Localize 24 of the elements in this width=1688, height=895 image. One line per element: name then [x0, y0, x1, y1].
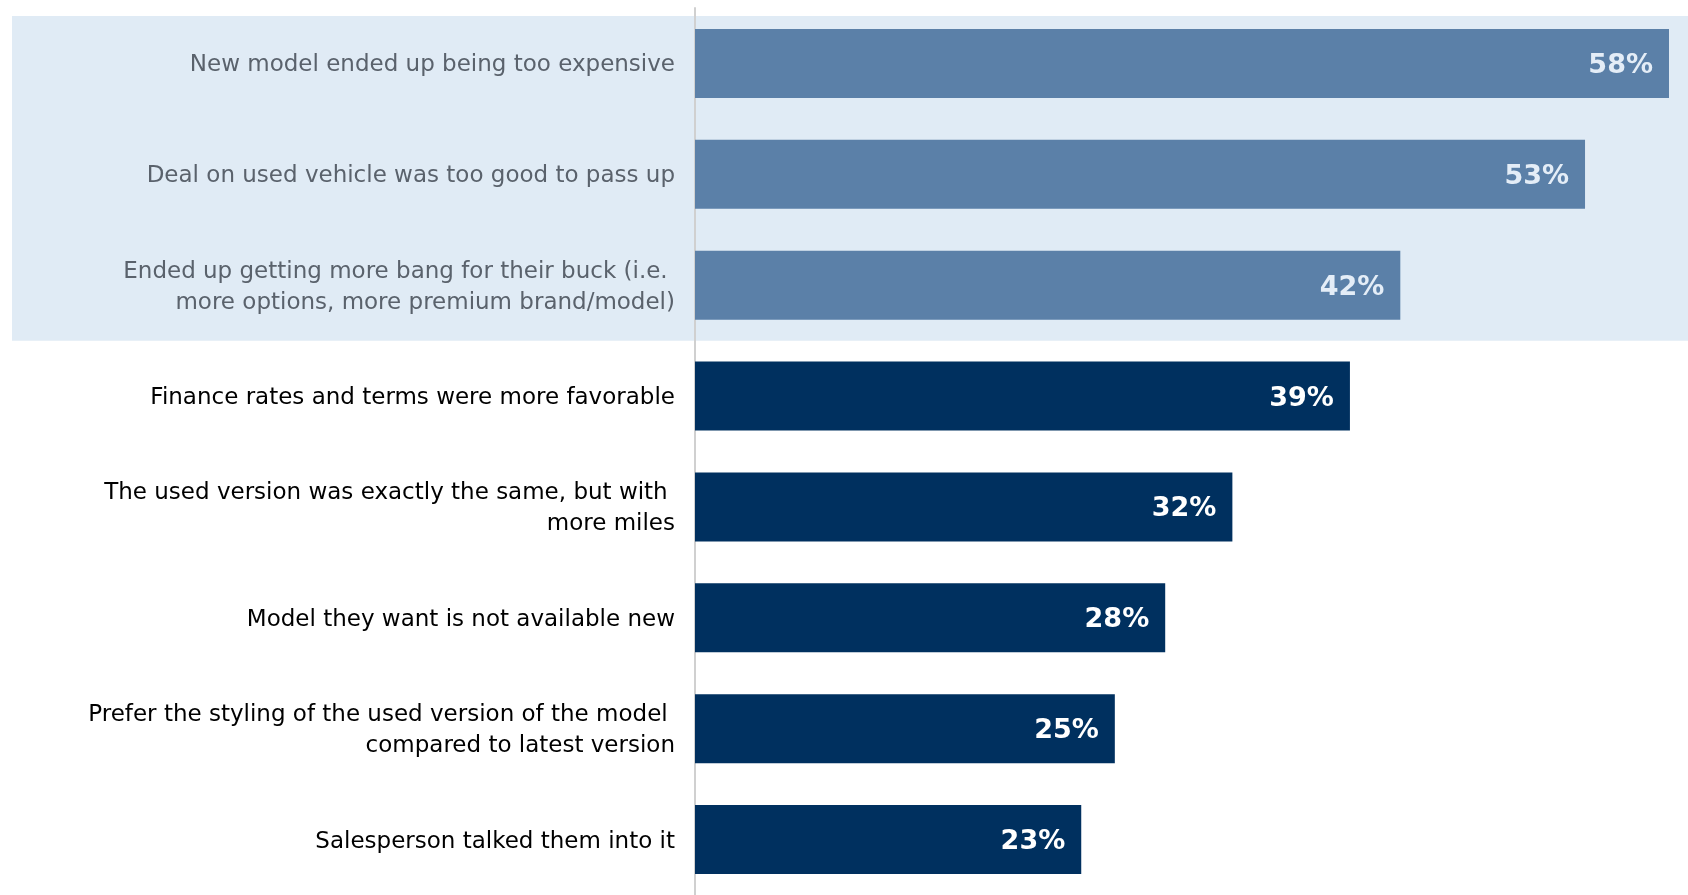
- data-label: 42%: [1319, 269, 1385, 301]
- bar: [695, 472, 1233, 542]
- y-tick-label: The used version was exactly the same, but with more miles: [103, 478, 675, 536]
- bar: [695, 28, 1669, 98]
- data-label: 39%: [1269, 380, 1334, 412]
- y-tick-label: Finance rates and terms were more favorable: [150, 383, 675, 410]
- data-label: 28%: [1084, 602, 1150, 634]
- data-label: 32%: [1151, 491, 1217, 523]
- bar: [695, 805, 1082, 875]
- data-label: 53%: [1504, 158, 1570, 190]
- data-label: 25%: [1034, 713, 1099, 745]
- y-tick-label: Model they want is not available new: [246, 604, 675, 631]
- data-label: 23%: [1000, 824, 1066, 856]
- y-tick-label: Salesperson talked them into it: [315, 826, 675, 853]
- bar: [695, 694, 1115, 764]
- data-label: 58%: [1588, 47, 1653, 79]
- y-tick-label: Ended up getting more bang for their buck (i.e. more options, more premium brand/model): [123, 256, 675, 314]
- y-tick-label: Deal on used vehicle was too good to pass up: [146, 161, 675, 188]
- bar: [695, 250, 1401, 320]
- bar: [695, 361, 1350, 431]
- y-tick-label: Prefer the styling of the used version of the model compared to latest version: [88, 700, 675, 758]
- bar: [695, 139, 1586, 209]
- bar: [695, 583, 1166, 653]
- y-tick-label: New model ended up being too expensive: [189, 50, 675, 77]
